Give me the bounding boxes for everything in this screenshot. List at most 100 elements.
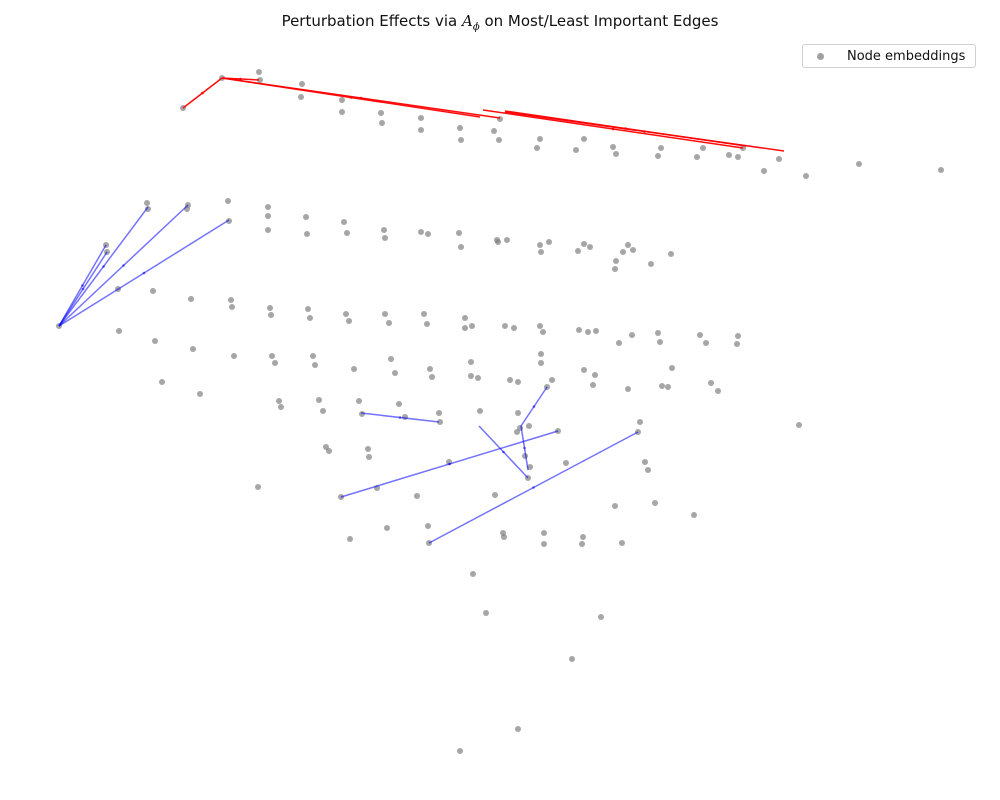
node-point (457, 125, 463, 131)
node-point (228, 297, 234, 303)
node-point (534, 145, 540, 151)
node-point (421, 311, 427, 317)
node-point (645, 467, 651, 473)
node-point (669, 365, 675, 371)
node-point (537, 136, 543, 142)
node-point (344, 230, 350, 236)
node-point (268, 312, 274, 318)
node-point (468, 373, 474, 379)
node-point (497, 116, 503, 122)
node-point (703, 340, 709, 346)
node-point (418, 229, 424, 235)
node-point (734, 341, 740, 347)
node-point (414, 493, 420, 499)
node-point (579, 541, 585, 547)
least-important-edges (58, 204, 639, 544)
node-point (231, 353, 237, 359)
chart-title: Perturbation Effects via Aϕ on Most/Leas… (0, 12, 1000, 33)
chart-title-subscript: ϕ (472, 22, 480, 33)
node-point (347, 536, 353, 542)
node-point (257, 77, 263, 83)
node-point (581, 136, 587, 142)
node-point (437, 419, 443, 425)
least-important-edge-marker (532, 405, 536, 408)
node-point (496, 137, 502, 143)
node-point (630, 247, 636, 253)
node-point (356, 398, 362, 404)
node-point (470, 571, 476, 577)
node-point (339, 97, 345, 103)
node-point (515, 410, 521, 416)
node-point (159, 379, 165, 385)
node-point (668, 251, 674, 257)
node-point (320, 408, 326, 414)
node-point (495, 239, 501, 245)
least-important-edge-marker (142, 271, 146, 275)
node-point (256, 69, 262, 75)
node-point (276, 398, 282, 404)
node-point (581, 367, 587, 373)
node-point (343, 311, 349, 317)
most-important-edge-marker (239, 77, 242, 81)
least-important-edge-marker (532, 486, 535, 489)
node-point (538, 360, 544, 366)
node-point (665, 384, 671, 390)
node-point (305, 306, 311, 312)
node-point (576, 327, 582, 333)
node-point (188, 296, 194, 302)
node-embeddings (56, 69, 944, 754)
node-point (538, 351, 544, 357)
node-point (537, 242, 543, 248)
node-point (776, 156, 782, 162)
least-important-edge-marker (122, 264, 125, 267)
node-point (152, 338, 158, 344)
node-point (226, 218, 232, 224)
node-point (365, 446, 371, 452)
node-point (593, 328, 599, 334)
least-important-edge-marker (398, 416, 402, 419)
least-important-edge-marker (523, 446, 526, 450)
node-point (726, 152, 732, 158)
node-point (351, 366, 357, 372)
node-point (310, 353, 316, 359)
node-point (619, 540, 625, 546)
node-point (272, 360, 278, 366)
node-point (501, 534, 507, 540)
node-point (457, 748, 463, 754)
node-point (458, 137, 464, 143)
node-point (625, 386, 631, 392)
least-important-edge-marker (81, 287, 85, 291)
most-important-edges (182, 77, 785, 152)
node-point (456, 230, 462, 236)
node-point (587, 244, 593, 250)
node-point (652, 500, 658, 506)
node-point (637, 419, 643, 425)
node-point (629, 332, 635, 338)
node-point (575, 248, 581, 254)
node-point (477, 408, 483, 414)
legend-label-node-embeddings: Node embeddings (847, 48, 966, 64)
node-point (144, 200, 150, 206)
node-point (694, 154, 700, 160)
node-point (511, 325, 517, 331)
node-point (735, 154, 741, 160)
node-point (425, 523, 431, 529)
node-point (514, 429, 520, 435)
node-point (938, 167, 944, 173)
node-point (436, 410, 442, 416)
node-point (265, 204, 271, 210)
node-point (697, 332, 703, 338)
node-point (341, 219, 347, 225)
node-point (538, 249, 544, 255)
node-point (316, 397, 322, 403)
node-point (803, 173, 809, 179)
node-point (326, 448, 332, 454)
node-point (598, 614, 604, 620)
node-point (655, 330, 661, 336)
node-point (269, 353, 275, 359)
node-point (708, 380, 714, 386)
node-point (541, 530, 547, 536)
node-point (339, 109, 345, 115)
node-point (642, 459, 648, 465)
